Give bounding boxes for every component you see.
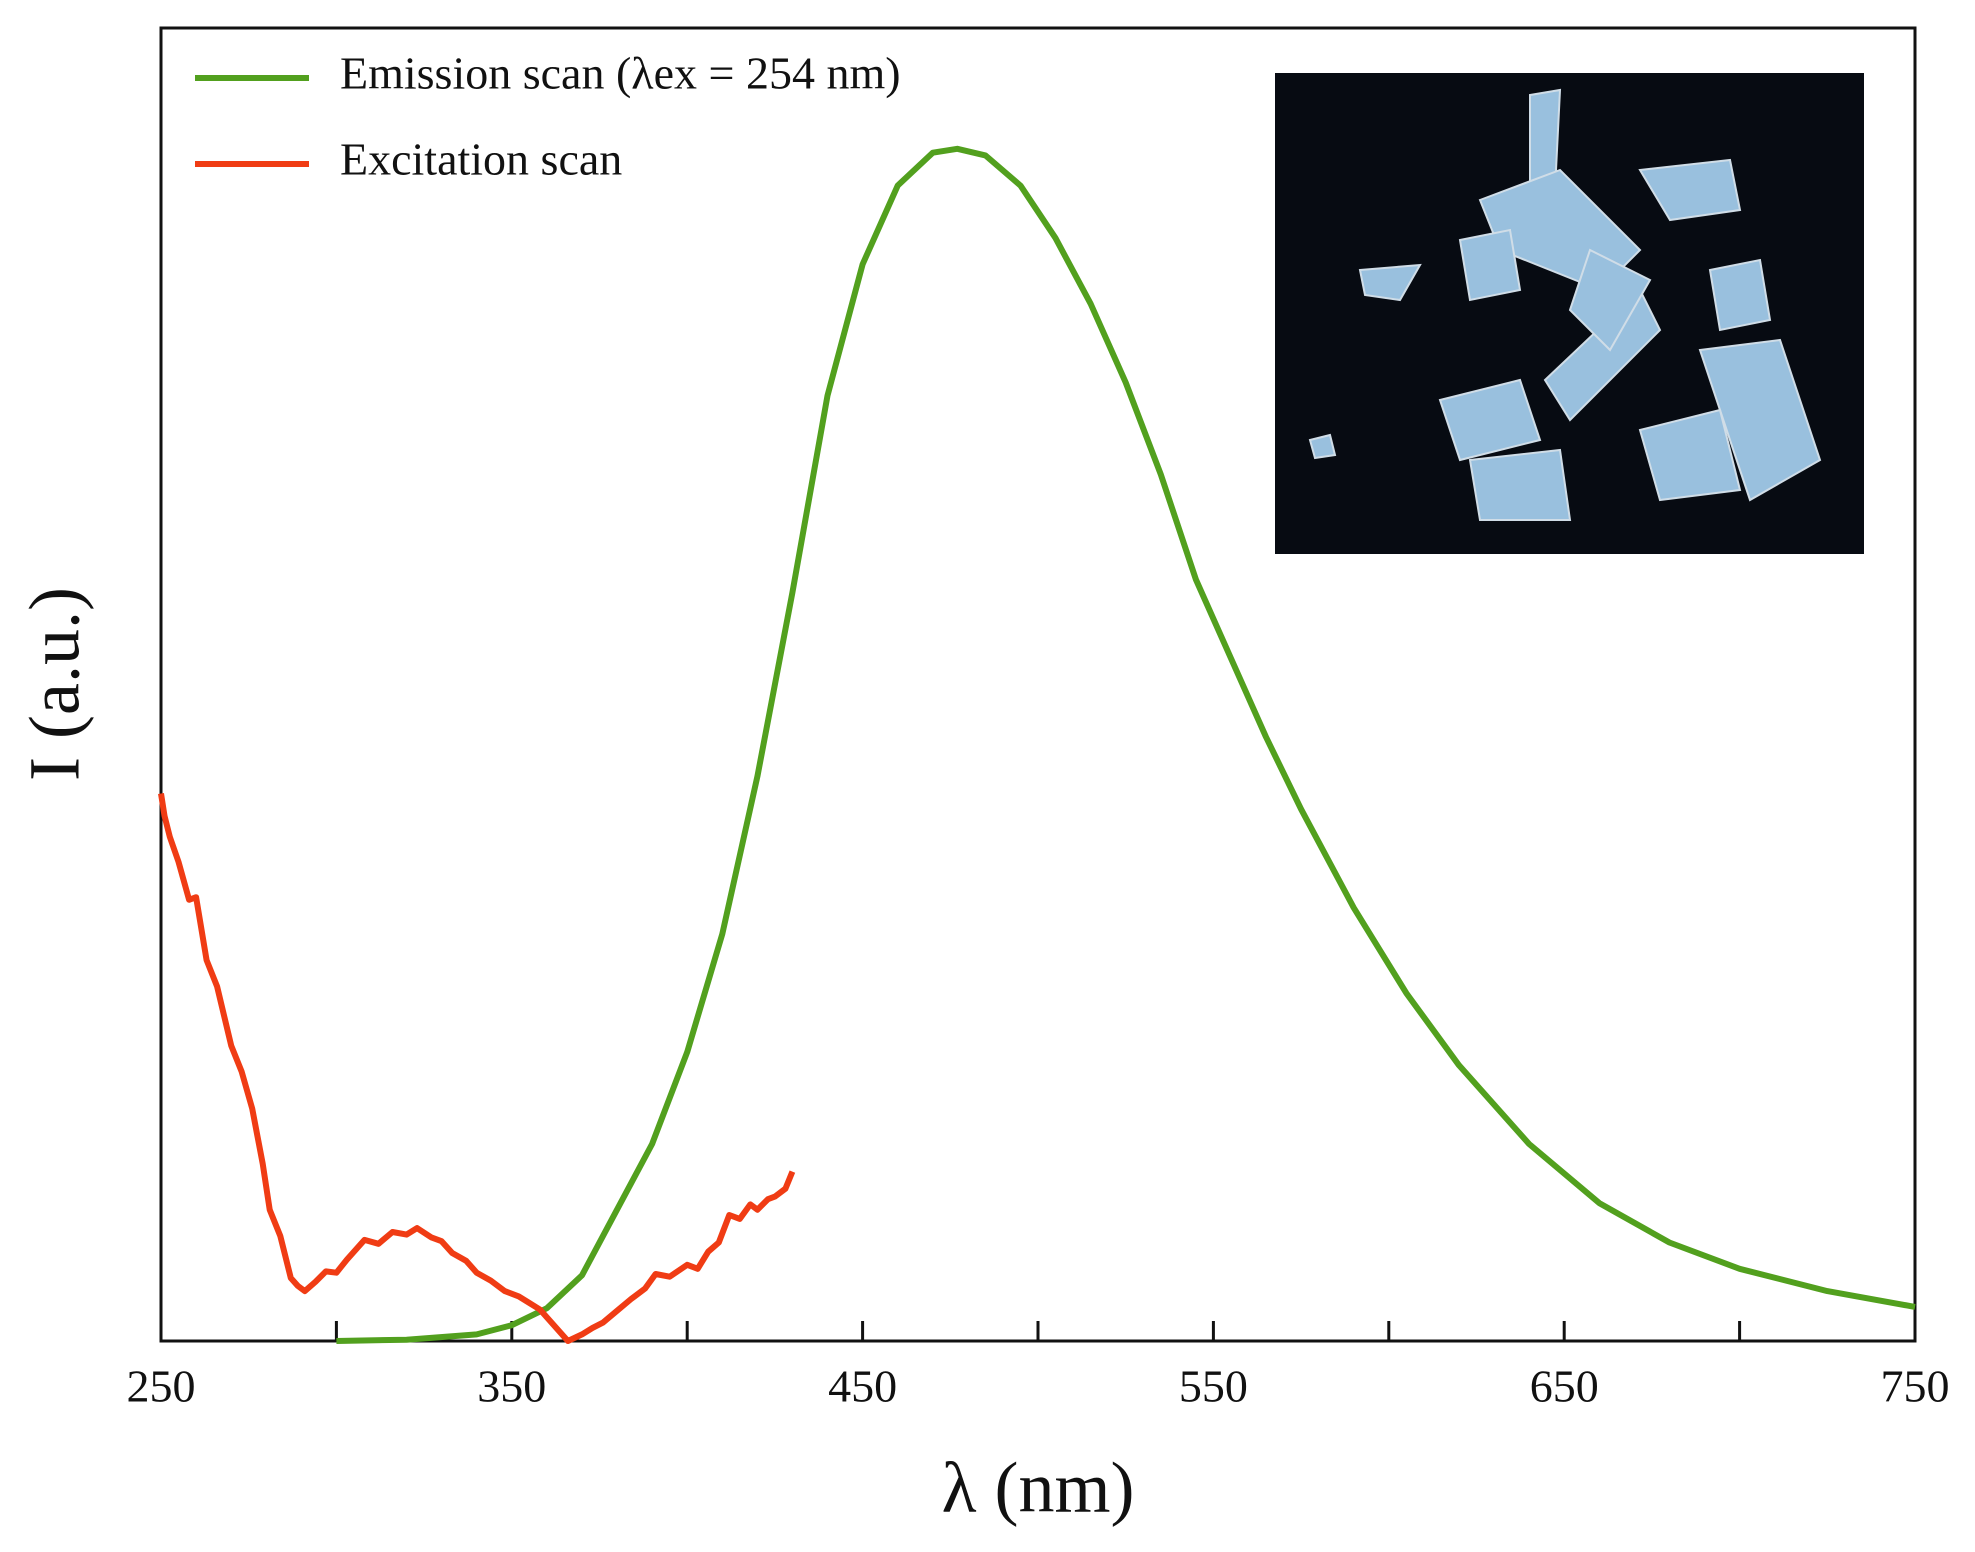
crystals — [1308, 88, 1822, 521]
crystal — [1358, 263, 1422, 302]
y-axis-label: I (a.u.) — [15, 587, 95, 781]
x-tick-label: 250 — [127, 1361, 196, 1412]
series-line — [158, 793, 796, 1344]
crystal — [1638, 158, 1742, 222]
crystal — [1468, 448, 1572, 521]
x-tick-label: 750 — [1881, 1361, 1950, 1412]
legend-label: Emission scan (λex = 254 nm) — [340, 48, 901, 99]
crystal — [1308, 433, 1337, 460]
legend-label: Excitation scan — [340, 134, 622, 185]
x-tick-label: 650 — [1530, 1361, 1599, 1412]
x-axis-label: λ (nm) — [942, 1448, 1135, 1528]
x-tick-label: 450 — [828, 1361, 897, 1412]
inset-photo — [1275, 73, 1864, 554]
x-tick-label: 350 — [477, 1361, 546, 1412]
crystal — [1708, 258, 1772, 332]
crystal — [1568, 248, 1652, 352]
crystal — [1458, 228, 1522, 302]
x-tick-label: 550 — [1179, 1361, 1248, 1412]
crystal — [1638, 408, 1742, 502]
crystal — [1698, 338, 1822, 502]
crystal — [1438, 378, 1542, 462]
series-line — [336, 145, 1916, 1344]
